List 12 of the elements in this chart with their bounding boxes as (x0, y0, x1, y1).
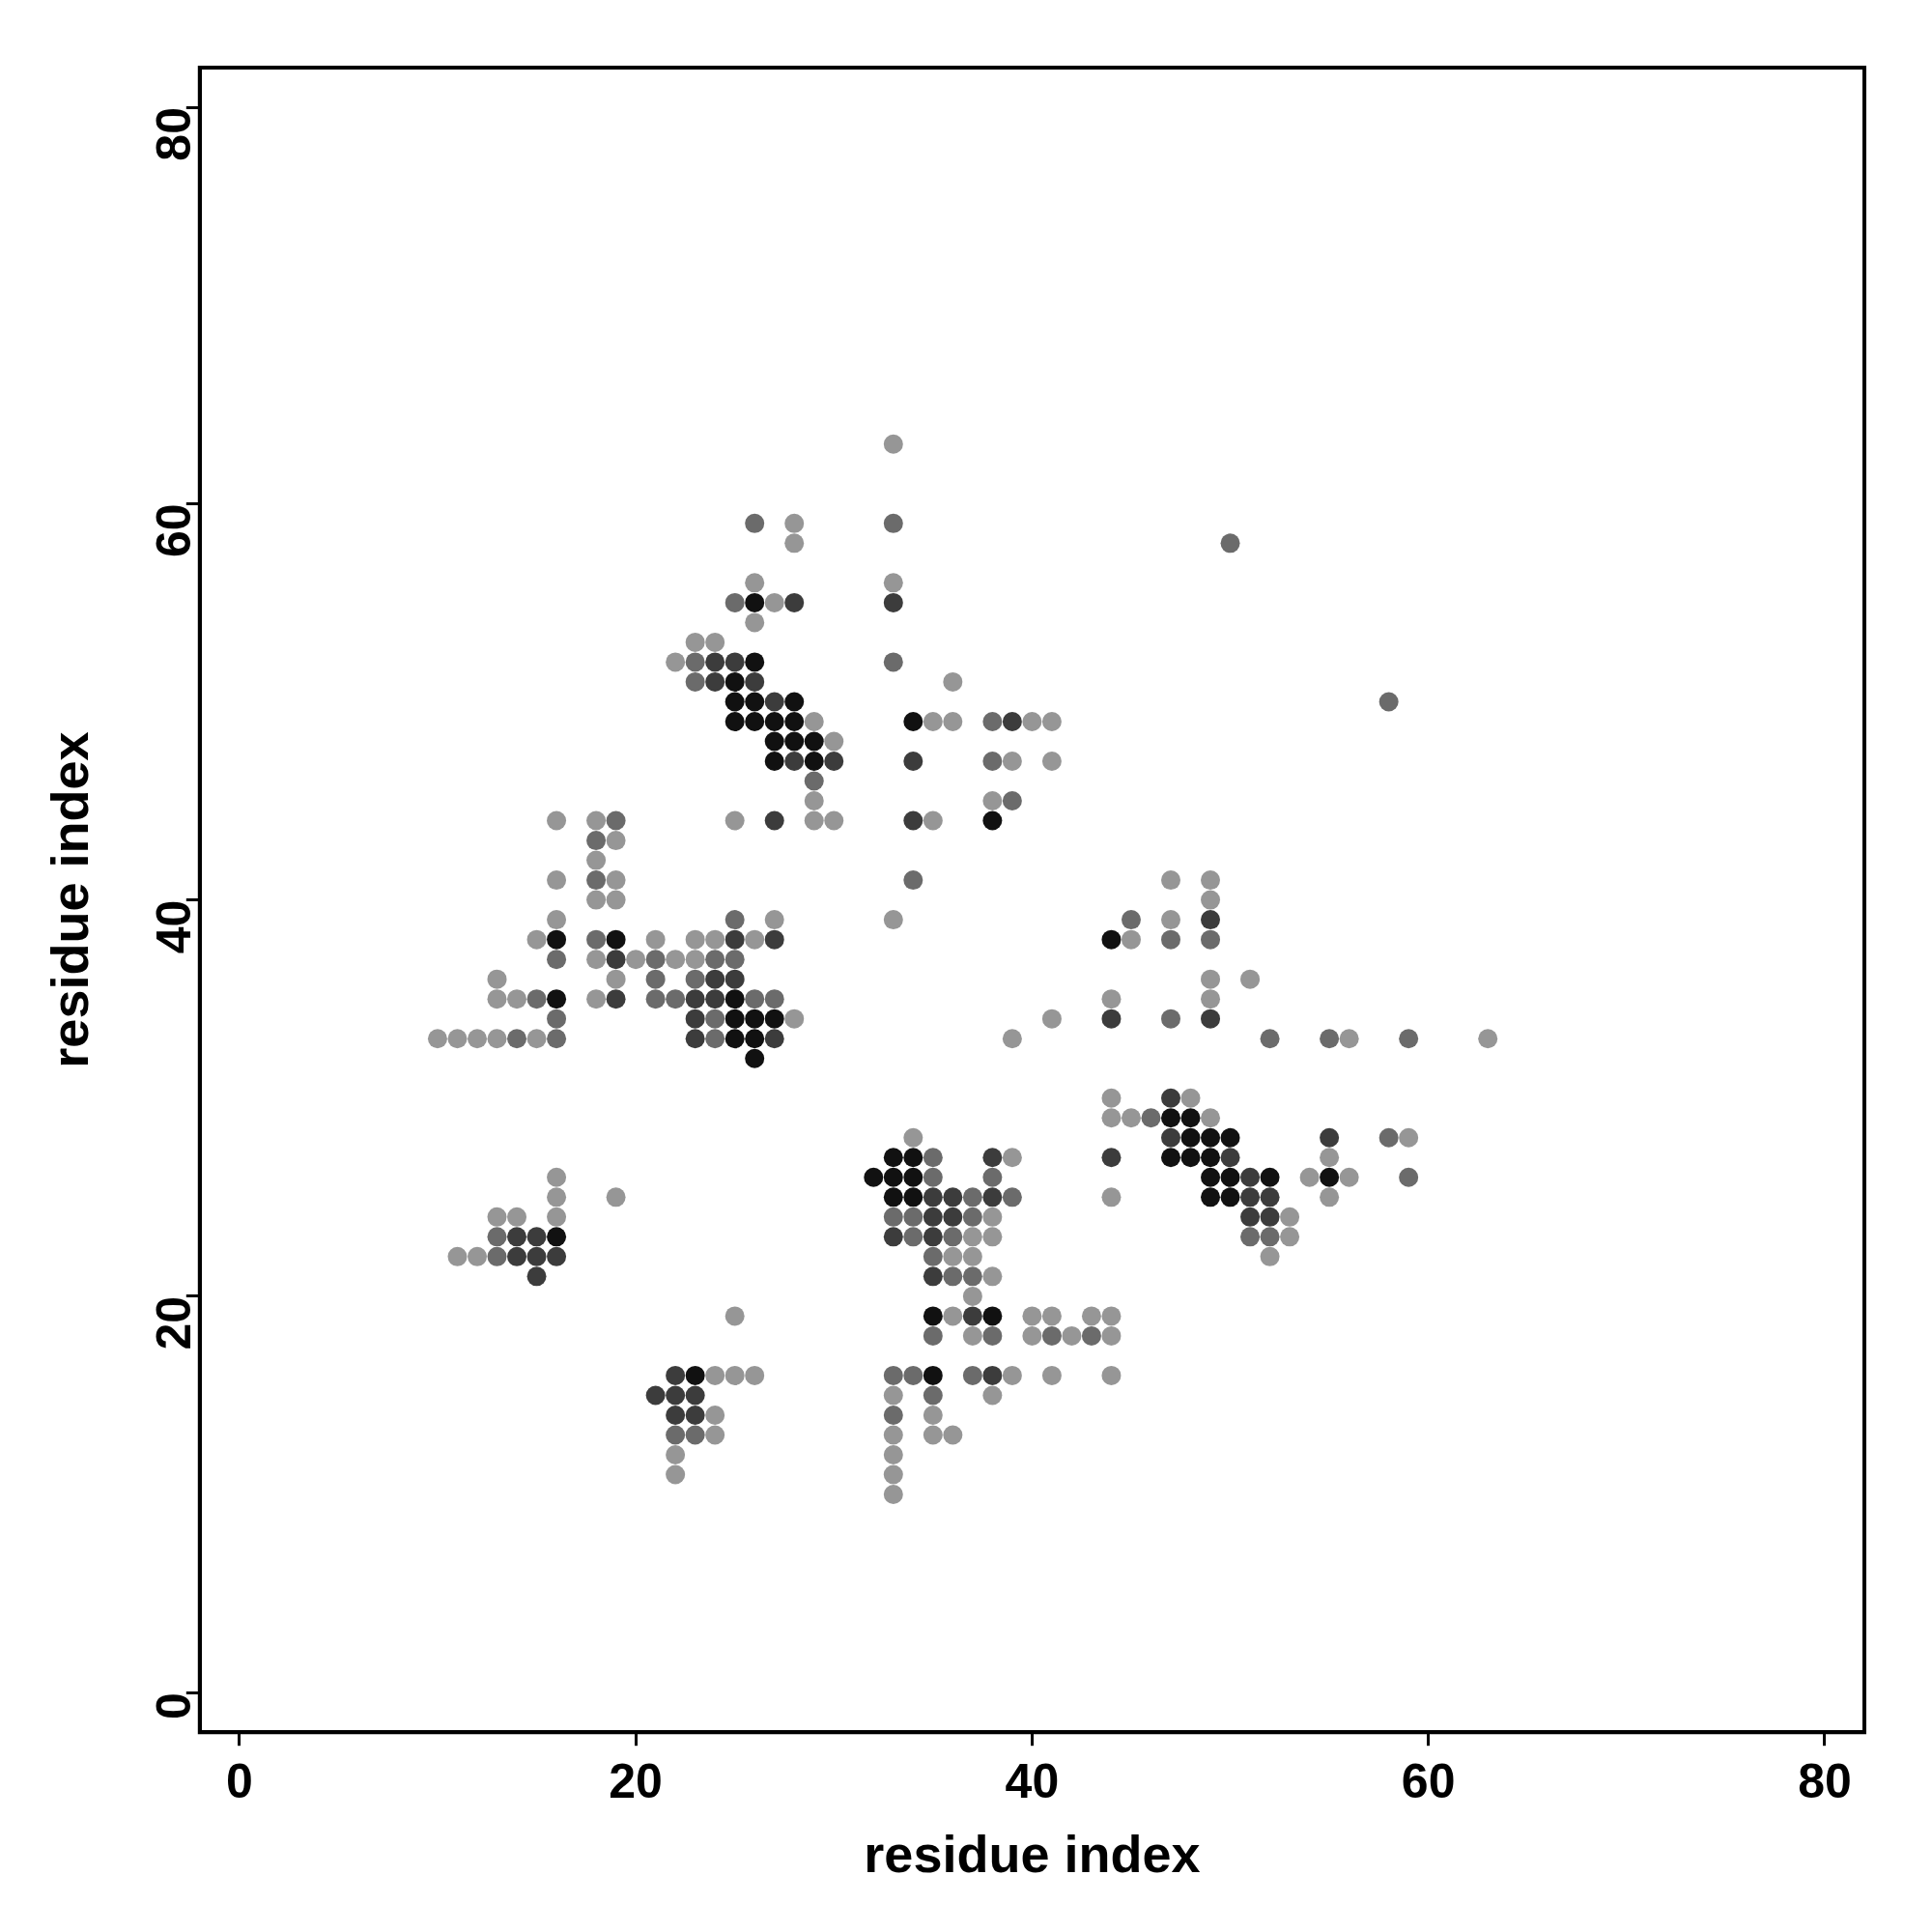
x-tick-label: 20 (609, 1753, 663, 1808)
x-axis-title: residue index (864, 1825, 1201, 1884)
x-tick-label: 60 (1401, 1753, 1456, 1808)
y-tick-label: 40 (146, 899, 201, 954)
y-tick-label: 0 (146, 1692, 201, 1719)
x-tick-label: 80 (1798, 1753, 1852, 1808)
x-tick-label: 0 (225, 1753, 253, 1808)
y-tick-label: 60 (146, 503, 201, 557)
y-axis-title: residue index (41, 731, 99, 1068)
x-tick-label: 40 (1005, 1753, 1060, 1808)
y-tick-label: 20 (146, 1295, 201, 1350)
y-tick-label: 80 (146, 107, 201, 161)
